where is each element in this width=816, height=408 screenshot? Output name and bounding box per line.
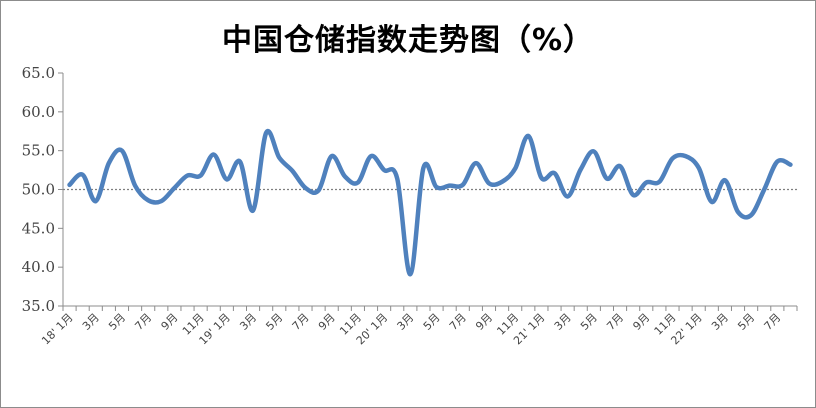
- x-tick-label: 7月: [290, 311, 312, 333]
- x-tick-label: 9月: [473, 311, 495, 333]
- x-tick-label: 3月: [552, 311, 574, 333]
- series-group: [67, 128, 793, 277]
- y-tick-label: 60.0: [22, 103, 55, 121]
- x-tick-label: 3月: [395, 311, 417, 333]
- x-tick-label: 7月: [762, 311, 784, 333]
- x-tick-label: 9月: [630, 311, 652, 333]
- y-tick-label: 55.0: [22, 142, 55, 160]
- y-tick-label: 40.0: [22, 258, 55, 276]
- x-tick-label: 9月: [316, 311, 338, 333]
- x-tick-label: 7月: [132, 311, 154, 333]
- y-axis: 65.0 60.0 55.0 50.0 45.0 40.0 35.0: [22, 64, 64, 315]
- x-tick-label: 3月: [80, 311, 102, 333]
- x-tick-label: 3月: [237, 311, 259, 333]
- x-tick-label: 9月: [159, 311, 181, 333]
- y-tick-label: 50.0: [22, 181, 55, 199]
- x-tick-label: 5月: [578, 311, 600, 333]
- x-tick-label: 18' 1月: [39, 311, 75, 347]
- series-line: [67, 128, 793, 277]
- y-tick-label: 45.0: [22, 219, 55, 237]
- y-tick-label: 35.0: [22, 297, 55, 315]
- x-tick-label: 7月: [604, 311, 626, 333]
- x-tick-label: 5月: [735, 311, 757, 333]
- x-tick-label: 3月: [709, 311, 731, 333]
- x-tick-label: 7月: [447, 311, 469, 333]
- x-tick-label: 5月: [263, 311, 285, 333]
- chart-title: 中国仓储指数走势图（%）: [221, 23, 595, 58]
- x-tick-label: 5月: [106, 311, 128, 333]
- y-tick-label: 65.0: [22, 64, 55, 82]
- x-tick-label: 5月: [421, 311, 443, 333]
